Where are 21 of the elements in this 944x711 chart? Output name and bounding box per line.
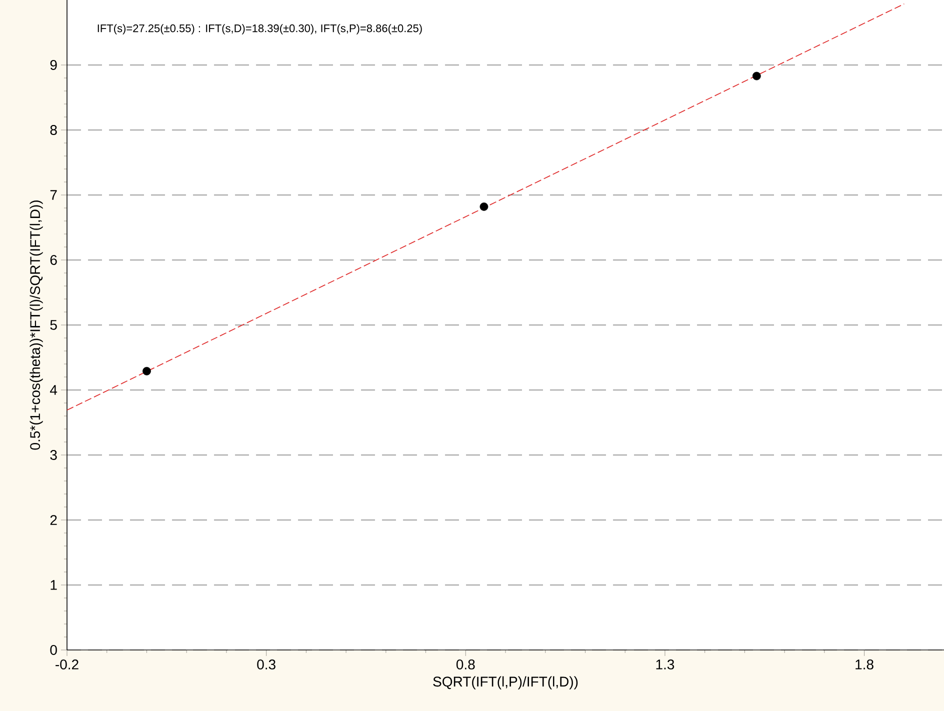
y-axis-title: 0.5*(1+cos(theta))*IFT(l)/SQRT(IFT(l,D)): [30, 200, 43, 450]
x-tick-label: 0.8: [456, 660, 475, 670]
y-tick-label: 4: [50, 385, 58, 395]
y-tick-label: 5: [50, 320, 57, 330]
x-tick-label: 1.8: [856, 660, 874, 670]
x-tick-label: 0.3: [257, 660, 276, 670]
y-tick-label: 8: [50, 125, 57, 135]
x-tick-label: -0.2: [56, 660, 78, 670]
x-axis-title: SQRT(IFT(l,P)/IFT(l,D)): [433, 676, 578, 690]
point: [752, 72, 761, 80]
x-tick-label: 1.3: [656, 660, 674, 670]
y-tick-label: 1: [50, 580, 57, 590]
y-tick-label: 0: [50, 645, 57, 655]
annotation: IFT(s)=27.25(±0.55) : IFT(s,D)=18.39(±0.30), IFT(s,P)=8.86(±0.25): [98, 24, 422, 34]
y-tick-label: 7: [50, 190, 57, 200]
point: [142, 366, 151, 376]
y-tick-label: 2: [50, 515, 57, 525]
y-tick-label: 9: [50, 60, 57, 70]
point: [480, 202, 488, 211]
y-tick-label: 6: [50, 255, 57, 265]
y-tick-label: 3: [50, 450, 57, 460]
